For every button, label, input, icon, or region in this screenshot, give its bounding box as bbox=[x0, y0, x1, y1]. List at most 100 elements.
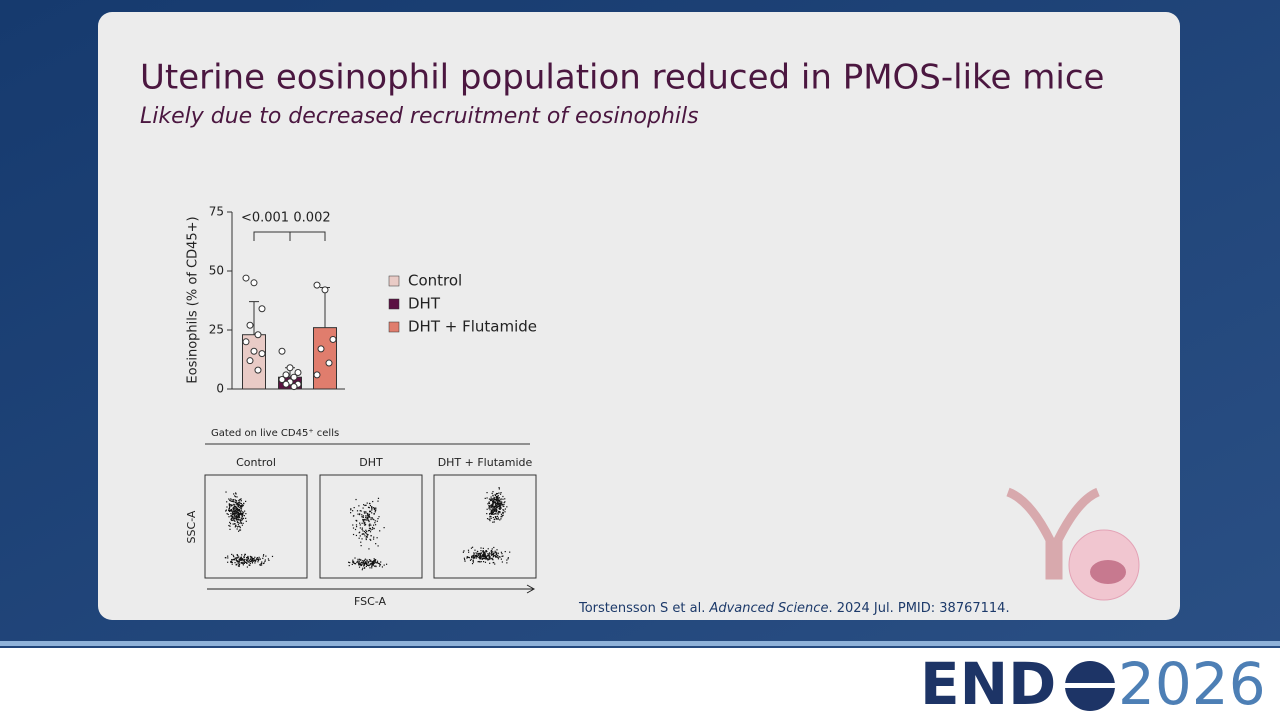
event-dot bbox=[243, 560, 246, 562]
event-dot bbox=[504, 498, 506, 500]
stripe bbox=[0, 641, 1280, 646]
event-dot bbox=[250, 560, 252, 562]
event-dot bbox=[230, 500, 232, 502]
event-dot bbox=[473, 553, 475, 555]
event-dot bbox=[371, 563, 374, 566]
event-dot bbox=[363, 559, 366, 561]
event-dot bbox=[367, 561, 370, 563]
event-dot bbox=[363, 533, 365, 535]
event-dot bbox=[261, 561, 263, 563]
event-dot bbox=[500, 513, 503, 515]
event-dot bbox=[348, 561, 350, 563]
data-point bbox=[317, 345, 325, 353]
event-dot bbox=[491, 513, 493, 515]
event-dot bbox=[240, 558, 242, 560]
event-dot bbox=[490, 505, 492, 507]
event-dot bbox=[235, 501, 237, 503]
event-dot bbox=[239, 508, 241, 511]
event-dot bbox=[234, 507, 236, 509]
event-dot bbox=[372, 518, 374, 520]
event-dot bbox=[494, 505, 497, 507]
event-dot bbox=[352, 533, 355, 536]
event-dot bbox=[494, 563, 496, 565]
data-point bbox=[254, 366, 262, 374]
event-dot bbox=[494, 550, 496, 552]
event-dot bbox=[493, 546, 495, 549]
event-dot bbox=[502, 498, 504, 500]
event-dot bbox=[375, 543, 377, 545]
event-dot bbox=[242, 522, 244, 524]
event-dot bbox=[473, 557, 475, 559]
event-dot bbox=[236, 517, 238, 519]
event-dot bbox=[480, 552, 483, 554]
illustration bbox=[1006, 487, 1140, 601]
event-dot bbox=[376, 560, 379, 562]
event-dot bbox=[363, 511, 365, 513]
event-dot bbox=[264, 559, 266, 561]
event-dot bbox=[488, 498, 491, 500]
event-dot bbox=[374, 558, 376, 561]
event-dot bbox=[235, 511, 237, 513]
event-dot bbox=[241, 559, 244, 561]
event-dot bbox=[476, 553, 478, 555]
event-dot bbox=[472, 555, 474, 557]
event-dot bbox=[493, 507, 496, 509]
event-dot bbox=[241, 504, 243, 507]
data-point bbox=[290, 383, 298, 391]
event-dot bbox=[501, 561, 503, 563]
event-dot bbox=[361, 528, 363, 531]
event-dot bbox=[368, 527, 371, 529]
event-dot bbox=[241, 513, 244, 515]
event-dot bbox=[497, 500, 499, 502]
event-dot bbox=[494, 552, 496, 554]
event-dot bbox=[464, 560, 466, 562]
event-dot bbox=[238, 563, 241, 565]
event-dot bbox=[377, 562, 379, 565]
event-dot bbox=[475, 554, 478, 557]
event-dot bbox=[478, 557, 480, 559]
event-dot bbox=[251, 558, 253, 560]
event-dot bbox=[239, 559, 241, 561]
event-dot bbox=[254, 560, 256, 562]
event-dot bbox=[491, 549, 493, 552]
event-dot bbox=[227, 557, 229, 559]
event-dot bbox=[482, 551, 484, 553]
event-dot bbox=[355, 498, 357, 501]
event-dot bbox=[488, 505, 490, 507]
event-dot bbox=[490, 552, 493, 554]
annotation: 0.002 bbox=[293, 211, 330, 226]
event-dot bbox=[371, 512, 373, 514]
event-dot bbox=[478, 555, 481, 557]
event-dot bbox=[478, 552, 480, 555]
y-tick-label: 0 bbox=[216, 382, 224, 396]
event-dot bbox=[375, 565, 377, 568]
event-dot bbox=[247, 557, 250, 560]
event-dot bbox=[368, 524, 370, 526]
event-dot bbox=[358, 566, 361, 568]
event-dot bbox=[256, 558, 258, 560]
event-dot bbox=[492, 510, 494, 513]
event-dot bbox=[493, 513, 495, 515]
citation-authors: Torstensson S et al. bbox=[578, 601, 709, 616]
event-dot bbox=[238, 509, 240, 512]
event-dot bbox=[372, 563, 375, 565]
event-dot bbox=[503, 505, 505, 508]
event-dot bbox=[248, 564, 250, 566]
event-dot bbox=[369, 516, 371, 518]
event-dot bbox=[488, 502, 491, 505]
event-dot bbox=[375, 507, 377, 509]
event-dot bbox=[236, 526, 239, 528]
event-dot bbox=[490, 558, 492, 560]
event-dot bbox=[231, 515, 234, 517]
event-dot bbox=[358, 513, 361, 516]
event-dot bbox=[236, 554, 238, 556]
event-dot bbox=[233, 509, 235, 511]
event-dot bbox=[363, 519, 365, 521]
event-dot bbox=[492, 502, 494, 504]
event-dot bbox=[491, 503, 493, 505]
event-dot bbox=[492, 513, 494, 515]
event-dot bbox=[484, 553, 486, 556]
event-dot bbox=[472, 559, 474, 561]
event-dot bbox=[374, 509, 377, 512]
event-dot bbox=[385, 563, 388, 565]
